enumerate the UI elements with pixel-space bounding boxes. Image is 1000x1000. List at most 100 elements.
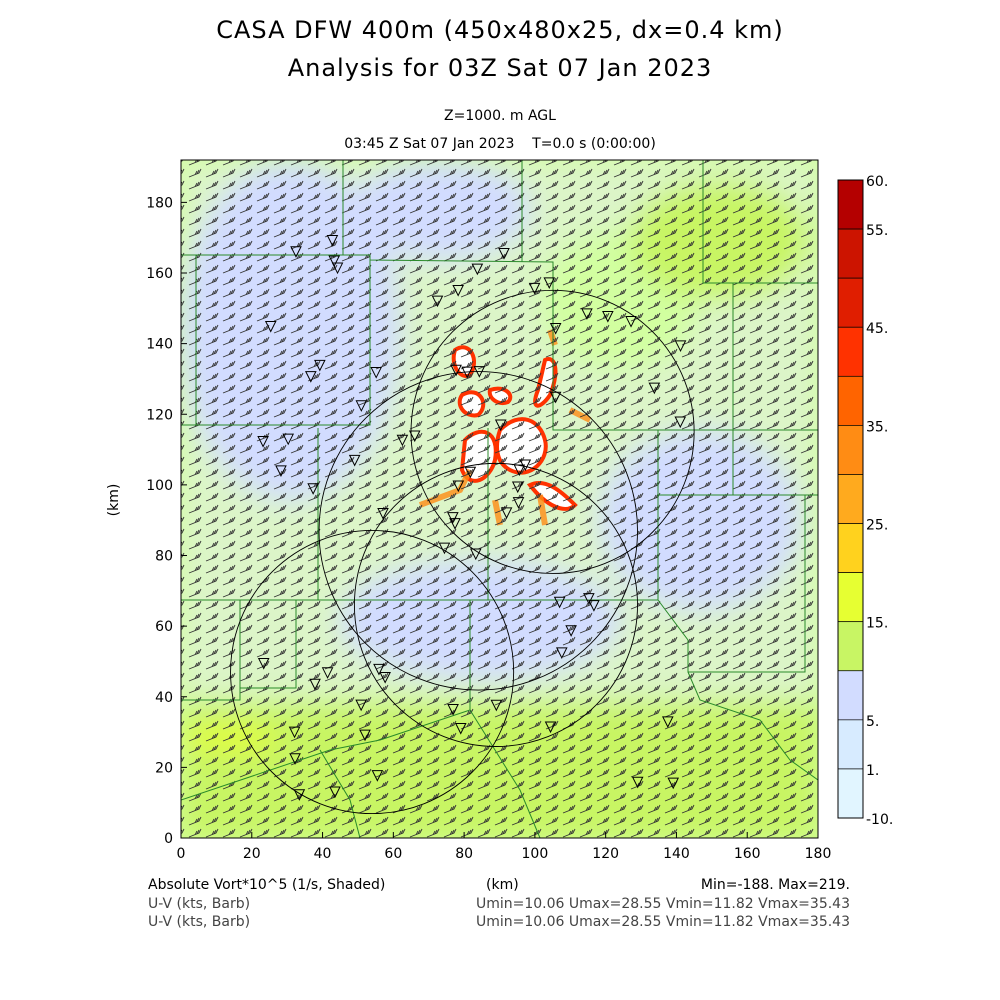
station-marker-icon bbox=[379, 672, 391, 684]
min-max-label: Min=-188. Max=219. bbox=[700, 877, 850, 893]
colorbar-band bbox=[837, 179, 864, 230]
station-marker-icon bbox=[674, 340, 687, 353]
station-marker-icon bbox=[314, 359, 326, 372]
station-markers bbox=[257, 235, 687, 801]
station-marker-icon bbox=[331, 262, 344, 275]
colorbar-label: 15. bbox=[866, 616, 888, 632]
plot-frame bbox=[180, 159, 819, 839]
station-marker-icon bbox=[377, 507, 389, 520]
station-marker-icon bbox=[396, 434, 409, 447]
colorbar-label: 55. bbox=[866, 223, 888, 239]
range-ring bbox=[318, 371, 638, 691]
colorbar-label: 1. bbox=[866, 763, 879, 779]
y-tick-label: 140 bbox=[146, 337, 173, 353]
station-marker-icon bbox=[450, 364, 462, 377]
station-marker-icon bbox=[631, 776, 644, 789]
x-tick-label: 20 bbox=[243, 846, 261, 862]
station-marker-icon bbox=[464, 466, 477, 479]
station-marker-icon bbox=[519, 459, 532, 472]
range-ring bbox=[230, 530, 515, 815]
station-marker-icon bbox=[553, 596, 566, 609]
station-marker-icon bbox=[512, 497, 525, 509]
station-marker-icon bbox=[328, 255, 341, 268]
y-tick-label: 120 bbox=[146, 407, 173, 423]
station-marker-icon bbox=[454, 722, 467, 735]
station-marker-icon bbox=[304, 371, 317, 383]
station-marker-icon bbox=[431, 295, 444, 308]
station-marker-icon bbox=[461, 366, 473, 379]
colorbar-band bbox=[837, 228, 864, 279]
wind-barbs bbox=[181, 160, 818, 838]
station-marker-icon bbox=[471, 263, 484, 276]
range-ring bbox=[353, 462, 638, 747]
field-label-wind-1: U-V (kts, Barb) bbox=[148, 896, 251, 912]
x-tick-label: 140 bbox=[663, 846, 690, 862]
colorbar-band bbox=[837, 277, 864, 328]
station-marker-icon bbox=[371, 770, 384, 782]
station-marker-icon bbox=[674, 416, 687, 429]
x-tick-label: 180 bbox=[805, 846, 832, 862]
colorbar-label: -10. bbox=[866, 812, 893, 828]
station-marker-icon bbox=[625, 316, 637, 328]
station-marker-icon bbox=[348, 454, 361, 467]
range-ring bbox=[410, 289, 695, 574]
station-marker-icon bbox=[543, 277, 556, 290]
colorbar-band bbox=[837, 375, 864, 426]
station-marker-icon bbox=[549, 322, 562, 335]
station-marker-icon bbox=[282, 433, 295, 446]
radar-range-rings bbox=[230, 289, 695, 815]
station-marker-icon bbox=[513, 464, 526, 477]
station-marker-icon bbox=[264, 320, 277, 333]
colorbar: 60. 55. 45. 35. 25. 15. 5. 1. -10. bbox=[837, 174, 893, 828]
x-tick-label: 0 bbox=[177, 846, 186, 862]
station-marker-icon bbox=[438, 542, 451, 555]
station-marker-icon bbox=[355, 699, 367, 712]
station-marker-icon bbox=[549, 391, 562, 404]
colorbar-band bbox=[837, 326, 864, 377]
station-marker-icon bbox=[447, 512, 459, 524]
y-tick-label: 160 bbox=[146, 266, 173, 282]
colorbar-label: 60. bbox=[866, 174, 888, 190]
colorbar-band bbox=[837, 523, 864, 573]
station-marker-icon bbox=[469, 548, 482, 561]
station-marker-icon bbox=[321, 667, 334, 679]
level-label: Z=1000. m AGL bbox=[444, 108, 556, 124]
station-marker-icon bbox=[565, 625, 577, 637]
station-marker-icon bbox=[452, 480, 465, 493]
station-marker-icon bbox=[293, 789, 306, 801]
y-axis-label: (km) bbox=[106, 484, 122, 517]
station-marker-icon bbox=[667, 777, 680, 790]
colorbar-frame bbox=[837, 179, 864, 819]
station-marker-icon bbox=[648, 382, 661, 395]
title-line-1: CASA DFW 400m (450x480x25, dx=0.4 km) bbox=[216, 16, 784, 44]
title-line-2: Analysis for 03Z Sat 07 Jan 2023 bbox=[287, 54, 713, 82]
axes: 0 20 40 60 80 100 120 140 160 180 0 20 40 60 80 100 120 1… bbox=[146, 195, 831, 862]
y-tick-label: 80 bbox=[155, 549, 173, 565]
wind-stats-2: Umin=10.06 Umax=28.55 Vmin=11.82 Vmax=35… bbox=[475, 914, 850, 930]
station-marker-icon bbox=[408, 430, 421, 443]
wind-stats-1: Umin=10.06 Umax=28.55 Vmin=11.82 Vmax=35… bbox=[475, 896, 850, 912]
colorbar-band bbox=[837, 670, 864, 721]
plot-area bbox=[181, 160, 818, 838]
colorbar-label: 25. bbox=[866, 518, 888, 534]
station-marker-icon bbox=[257, 658, 270, 670]
station-marker-icon bbox=[555, 647, 568, 659]
y-tick-label: 40 bbox=[155, 690, 173, 706]
station-marker-icon bbox=[581, 308, 593, 320]
colorbar-label: 35. bbox=[866, 419, 888, 435]
station-marker-icon bbox=[452, 285, 464, 297]
y-tick-label: 180 bbox=[146, 195, 173, 211]
field-label-vorticity: Absolute Vort*10^5 (1/s, Shaded) bbox=[148, 877, 386, 893]
station-marker-icon bbox=[528, 282, 541, 295]
y-tick-label: 20 bbox=[155, 760, 173, 776]
station-marker-icon bbox=[355, 400, 368, 412]
colorbar-band bbox=[837, 474, 864, 524]
x-tick-label: 120 bbox=[592, 846, 619, 862]
time-label: 03:45 Z Sat 07 Jan 2023 T=0.0 s (0:00:00… bbox=[344, 136, 656, 152]
station-marker-icon bbox=[370, 367, 382, 379]
colorbar-band bbox=[837, 425, 864, 475]
station-marker-icon bbox=[473, 366, 486, 378]
colorbar-band bbox=[837, 719, 864, 770]
